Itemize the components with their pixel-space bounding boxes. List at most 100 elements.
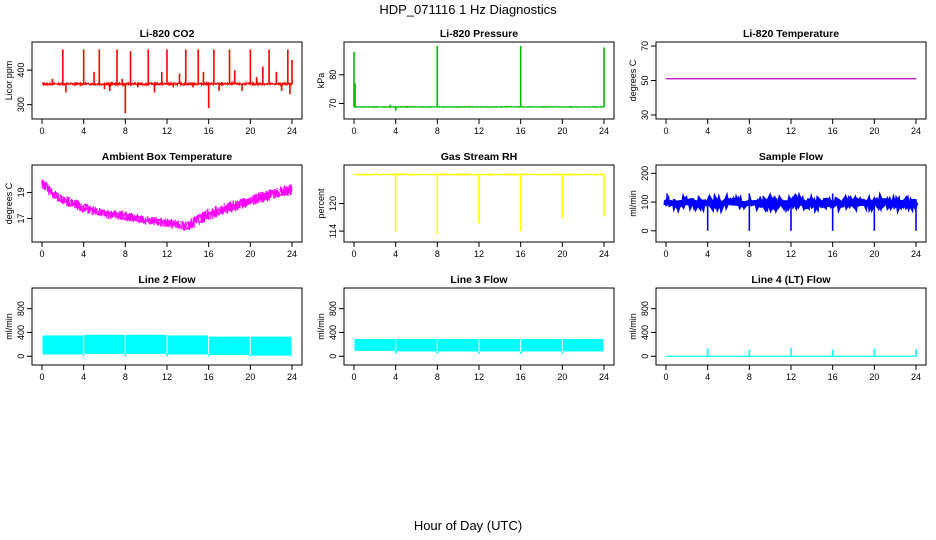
series-line	[353, 105, 605, 109]
x-tick-label: 24	[599, 126, 609, 136]
chart-title: Li-820 Temperature	[743, 28, 839, 40]
x-tick-label: 8	[123, 126, 128, 136]
flow-block	[396, 338, 437, 352]
chart-panel-3: Li-820 Temperature degrees C 0 4 8 12 16 20 24 30…	[628, 25, 927, 157]
flow-block	[42, 335, 84, 355]
x-tick-label: 16	[516, 126, 526, 136]
x-tick-label: 12	[162, 249, 172, 259]
data-layer	[353, 46, 605, 111]
y-axis-label: degrees C	[4, 182, 14, 224]
figure-title: HDP_071116 1 Hz Diagnostics	[379, 2, 557, 17]
chart-title: Sample Flow	[759, 151, 824, 163]
y-axis-label: ml/min	[628, 190, 638, 217]
x-tick-label: 20	[869, 372, 879, 382]
y-tick-label: 17	[16, 213, 26, 223]
flow-block	[521, 338, 562, 352]
x-tick-label: 20	[245, 372, 255, 382]
x-tick-label: 8	[747, 372, 752, 382]
y-tick-label: 70	[640, 41, 650, 51]
y-tick-label: 120	[328, 196, 338, 211]
y-tick-label: 400	[16, 325, 26, 340]
y-axis-label: ml/min	[628, 313, 638, 340]
y-tick-label: 0	[16, 354, 26, 359]
chart-panel-1: Li-820 CO2 Licor ppm 0 4 8 12 16 20 24 300 400	[4, 25, 303, 157]
x-tick-label: 20	[245, 249, 255, 259]
y-axis-label: degrees C	[628, 59, 638, 101]
flow-block	[84, 334, 125, 354]
flow-block	[354, 338, 396, 351]
y-tick-label: 114	[328, 224, 338, 238]
data-layer	[41, 49, 293, 114]
flow-block	[167, 335, 209, 355]
x-tick-label: 16	[828, 249, 838, 259]
chart-svg: Line 4 (LT) Flow ml/min 0 4 8 12 16 20 24 0 400 800	[628, 274, 927, 382]
x-tick-label: 16	[516, 372, 526, 382]
chart-svg: Gas Stream RH percent 0 4 8 12 16 20 24 114 120	[316, 151, 615, 259]
chart-panel-7: Line 2 Flow ml/min 0 4 8 12 16 20 24 0 400 800	[4, 271, 303, 403]
y-tick-label: 19	[16, 187, 26, 197]
x-tick-label: 24	[911, 372, 921, 382]
y-tick-label: 300	[16, 97, 26, 112]
y-tick-label: 0	[640, 354, 650, 359]
x-tick-label: 20	[557, 126, 567, 136]
x-tick-label: 12	[786, 249, 796, 259]
x-tick-label: 24	[599, 249, 609, 259]
x-tick-label: 16	[516, 249, 526, 259]
y-axis-label: ml/min	[316, 313, 326, 340]
x-tick-label: 20	[869, 126, 879, 136]
y-axis-label: ml/min	[4, 313, 14, 340]
y-tick-label: 800	[640, 301, 650, 316]
x-tick-label: 20	[557, 372, 567, 382]
x-tick-label: 12	[474, 249, 484, 259]
x-tick-label: 8	[747, 249, 752, 259]
x-tick-label: 4	[705, 372, 710, 382]
x-tick-label: 8	[435, 126, 440, 136]
chart-svg: Li-820 CO2 Licor ppm 0 4 8 12 16 20 24 300 400	[4, 28, 303, 136]
x-tick-label: 8	[747, 126, 752, 136]
chart-panel-5: Gas Stream RH percent 0 4 8 12 16 20 24 114 120	[316, 148, 615, 280]
chart-title: Line 2 Flow	[138, 274, 196, 286]
data-layer	[354, 338, 604, 354]
y-tick-label: 80	[328, 70, 338, 80]
flow-block	[250, 336, 292, 356]
x-tick-label: 24	[287, 126, 297, 136]
y-tick-label: 30	[640, 110, 650, 120]
data-layer	[663, 191, 919, 231]
data-layer	[353, 172, 605, 234]
x-tick-label: 8	[435, 372, 440, 382]
y-tick-label: 800	[16, 301, 26, 316]
flow-block	[479, 338, 521, 352]
chart-panel-2: Li-820 Pressure kPa 0 4 8 12 16 20 24 70 80	[316, 25, 615, 157]
x-tick-label: 16	[204, 126, 214, 136]
y-tick-label: 200	[640, 166, 650, 181]
data-layer	[41, 179, 293, 231]
x-tick-label: 4	[81, 126, 86, 136]
x-tick-label: 4	[393, 126, 398, 136]
x-tick-label: 16	[204, 249, 214, 259]
x-tick-label: 24	[911, 249, 921, 259]
x-tick-label: 12	[474, 372, 484, 382]
x-tick-label: 4	[705, 249, 710, 259]
x-tick-label: 12	[786, 126, 796, 136]
x-tick-label: 12	[162, 126, 172, 136]
y-axis-label: kPa	[316, 73, 326, 89]
y-tick-label: 70	[328, 98, 338, 108]
chart-title: Line 3 Flow	[450, 274, 508, 286]
y-tick-label: 0	[328, 354, 338, 359]
x-tick-label: 0	[39, 126, 44, 136]
y-tick-label: 400	[328, 325, 338, 340]
x-tick-label: 16	[828, 126, 838, 136]
y-tick-label: 800	[328, 301, 338, 316]
x-tick-label: 16	[828, 372, 838, 382]
x-tick-label: 8	[123, 249, 128, 259]
x-tick-label: 0	[351, 126, 356, 136]
data-layer	[42, 334, 293, 357]
chart-panel-6: Sample Flow ml/min 0 4 8 12 16 20 24 0 100 200	[628, 148, 927, 280]
x-tick-label: 4	[393, 249, 398, 259]
y-tick-label: 400	[640, 325, 650, 340]
chart-title: Li-820 CO2	[140, 28, 195, 40]
chart-svg: Line 2 Flow ml/min 0 4 8 12 16 20 24 0 400 800	[4, 274, 303, 382]
chart-svg: Sample Flow ml/min 0 4 8 12 16 20 24 0 100 200	[628, 151, 927, 259]
x-tick-label: 20	[869, 249, 879, 259]
